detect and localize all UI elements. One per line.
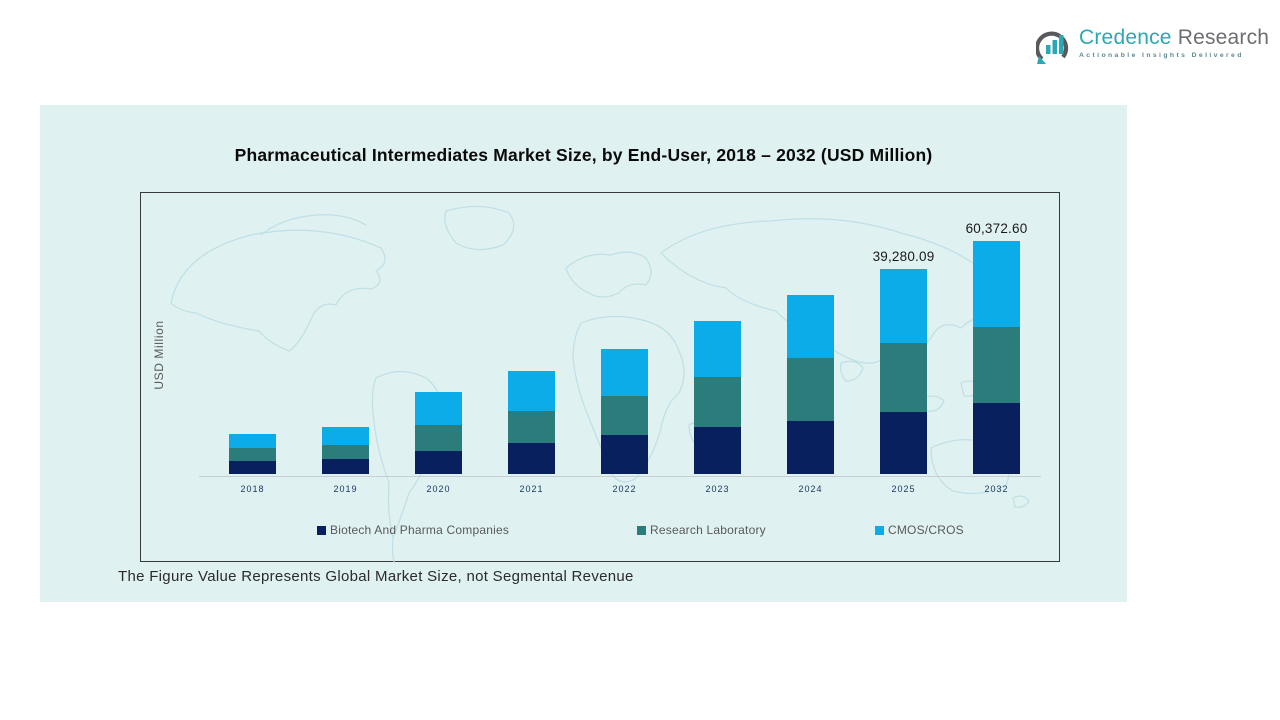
legend-item: Research Laboratory [637, 523, 766, 537]
data-label-2025: 39,280.09 [872, 248, 935, 264]
credence-research-logo: Credence Research Actionable Insights De… [1036, 26, 1269, 68]
bar-segment [415, 424, 462, 451]
stacked-bar-2021 [508, 370, 555, 474]
bar-segment [694, 320, 741, 377]
stacked-bar-2018 [229, 433, 276, 474]
chart-title: Pharmaceutical Intermediates Market Size… [234, 145, 933, 165]
bar-segment [694, 427, 741, 474]
stacked-bar-2023 [694, 320, 741, 474]
bar-segment [322, 427, 369, 446]
stacked-bar-2019 [322, 427, 369, 474]
x-axis-tick-label: 2019 [333, 484, 358, 494]
figure-caption: The Figure Value Represents Global Marke… [118, 568, 634, 585]
bar-segment [601, 396, 648, 436]
x-axis-tick-label: 2020 [426, 484, 451, 494]
bar-segment [880, 343, 927, 412]
legend-item: Biotech And Pharma Companies [317, 523, 509, 537]
stacked-bar-2022 [601, 349, 648, 474]
bar-chart-circle-icon [1036, 31, 1069, 64]
bar-segment [601, 349, 648, 397]
world-map-background [170, 205, 1030, 563]
bar-segment [787, 295, 834, 359]
legend-swatch-icon [637, 525, 646, 535]
bar-segment [880, 269, 927, 344]
bar-segment [322, 459, 369, 474]
y-axis-label: USD Million [152, 320, 166, 390]
brand-name: Credence Research [1079, 26, 1269, 50]
bar-segment [973, 241, 1020, 327]
legend-swatch-icon [317, 525, 326, 535]
bar-segment [973, 403, 1020, 474]
legend-label: Biotech And Pharma Companies [330, 523, 510, 537]
chart-panel: Pharmaceutical Intermediates Market Size… [40, 105, 1127, 602]
bar-segment [508, 442, 555, 474]
x-axis-tick-label: 2024 [798, 484, 823, 494]
bar-segment [880, 411, 927, 474]
bar-segment [508, 410, 555, 443]
x-axis-tick-label: 2025 [891, 484, 916, 494]
bar-segment [601, 435, 648, 474]
x-axis-line [199, 476, 1041, 477]
bar-segment [229, 461, 276, 474]
x-axis-tick-label: 2032 [984, 484, 1009, 494]
bar-segment [787, 358, 834, 421]
legend-label: CMOS/CROS [888, 523, 964, 537]
bar-segment [973, 327, 1020, 403]
data-label-2032: 60,372.60 [965, 220, 1028, 236]
plot-area: USD Million Biotech And Pharma Companies… [140, 192, 1060, 563]
legend: Biotech And Pharma Companies Research Lab… [141, 523, 1059, 543]
brand-primary: Credence [1079, 26, 1172, 49]
brand-secondary: Research [1177, 26, 1270, 49]
stacked-bar-2025 [880, 269, 927, 474]
logo-text: Credence Research Actionable Insights De… [1079, 26, 1269, 59]
bar-segment [322, 445, 369, 460]
bar-segment [694, 376, 741, 427]
bar-segment [415, 451, 462, 474]
bar-segment [787, 421, 834, 474]
legend-item: CMOS/CROS [875, 523, 964, 537]
bar-segment [229, 448, 276, 461]
x-axis-tick-label: 2021 [519, 484, 544, 494]
bar-segment [508, 370, 555, 411]
stacked-bar-2032 [973, 241, 1020, 474]
legend-swatch-icon [875, 525, 884, 535]
x-axis-tick-label: 2018 [240, 484, 265, 494]
stacked-bar-2020 [415, 392, 462, 474]
stacked-bar-2024 [787, 295, 834, 474]
bar-segment [229, 433, 276, 448]
brand-tagline: Actionable Insights Delivered [1079, 52, 1244, 59]
bar-segment [415, 392, 462, 425]
legend-label: Research Laboratory [650, 523, 766, 537]
x-axis-tick-label: 2023 [705, 484, 730, 494]
x-axis-tick-label: 2022 [612, 484, 637, 494]
